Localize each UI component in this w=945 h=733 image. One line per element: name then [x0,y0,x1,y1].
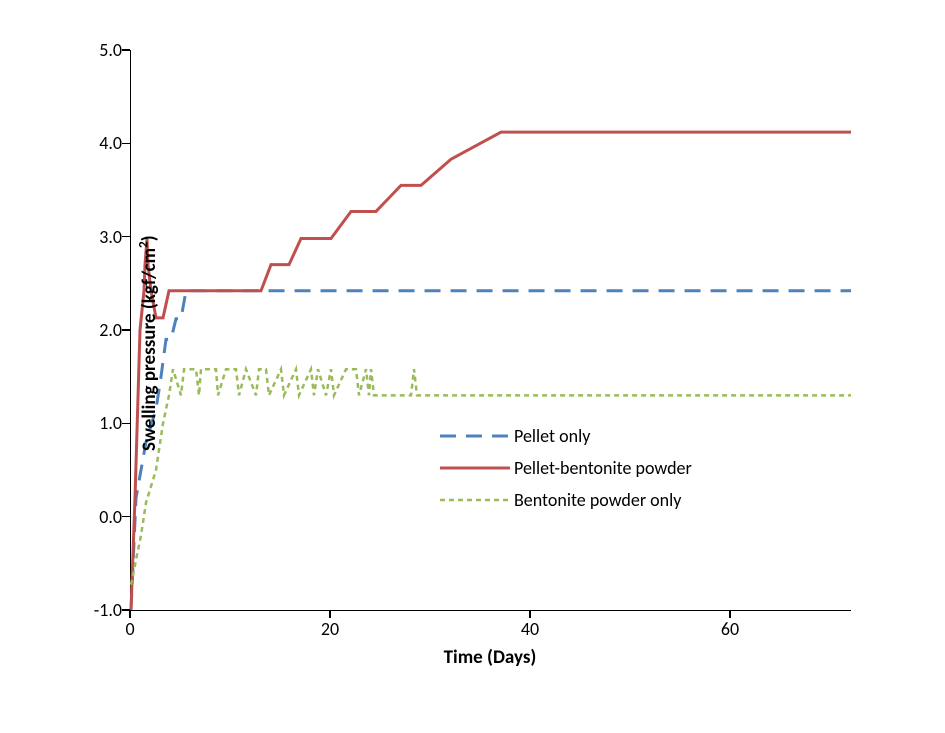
legend-swatch [440,426,510,446]
legend-label: Pellet-bentonite powder [514,457,692,479]
series-line [131,132,851,610]
y-tick-mark [122,49,130,51]
x-tick-mark [129,610,131,618]
legend-label: Pellet only [514,425,590,447]
x-tick-mark [729,610,731,618]
x-tick-mark [529,610,531,618]
y-tick-label: 4.0 [99,132,122,154]
y-tick-mark [122,516,130,518]
y-tick-mark [122,329,130,331]
y-tick-label: 1.0 [99,412,122,434]
plot-area [130,50,851,611]
y-tick-label: 0.0 [99,506,122,528]
y-tick-label: 5.0 [99,39,122,61]
plot-svg [131,50,851,610]
y-tick-mark [122,236,130,238]
y-tick-label: -1.0 [94,599,122,621]
y-tick-mark [122,423,130,425]
y-tick-label: 3.0 [99,226,122,248]
chart-area: -1.00.01.02.03.04.05.0 0204060 Time (Day… [130,50,850,650]
x-axis-title: Time (Days) [130,646,850,669]
y-tick-mark [122,143,130,145]
legend-label: Bentonite powder only [514,489,681,511]
x-tick-label: 0 [125,618,134,640]
x-tick-label: 60 [721,618,739,640]
legend-row: Pellet-bentonite powder [440,452,692,484]
y-tick-label: 2.0 [99,319,122,341]
legend-swatch [440,490,510,510]
legend-swatch [440,458,510,478]
x-tick-mark [329,610,331,618]
legend-row: Bentonite powder only [440,484,692,516]
legend-row: Pellet only [440,420,692,452]
legend: Pellet only Pellet-bentonite powder Benton… [440,420,692,516]
chart-container: -1.0 0.0 1.0 2.0 3.0 4.0 5.0 0 20 40 60 Time (Day… [0,0,945,733]
x-tick-label: 20 [321,618,339,640]
x-tick-label: 40 [521,618,539,640]
y-axis-title: Swelling pressure (kgf/cm2) [135,235,161,451]
